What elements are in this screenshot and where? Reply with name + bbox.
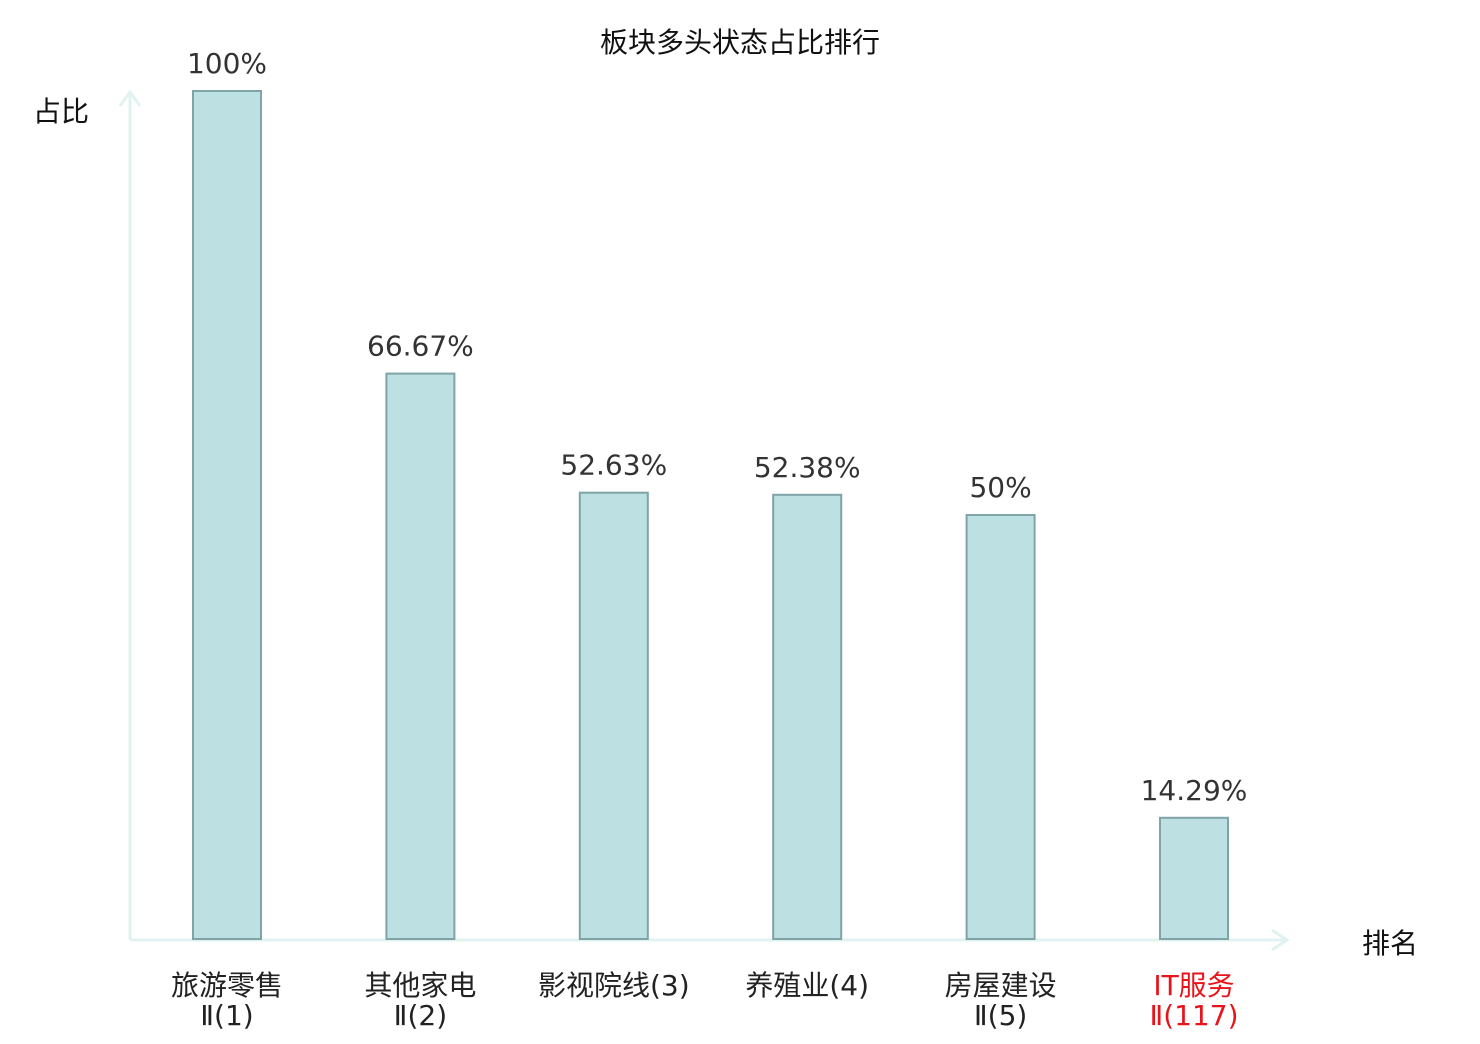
- chart-title: 板块多头状态占比排行: [600, 26, 880, 59]
- category-rank-label: Ⅱ(2): [394, 999, 447, 1032]
- y-axis-arrow-icon: [118, 89, 142, 107]
- category-label: 其他家电: [364, 969, 476, 1002]
- bar: [385, 372, 456, 941]
- category-label: 养殖业(4): [745, 969, 869, 1002]
- category-rank-label: Ⅱ(5): [974, 999, 1027, 1032]
- bar-value-label: 52.38%: [754, 451, 861, 484]
- category-rank-label: Ⅱ(117): [1149, 999, 1238, 1032]
- bar-value-label: 14.29%: [1141, 774, 1248, 807]
- category-label: IT服务: [1153, 969, 1234, 1002]
- x-axis-label: 排名: [1362, 927, 1418, 960]
- bar-value-label: 50%: [969, 471, 1031, 504]
- bars-group: [192, 90, 1229, 941]
- category-label: 旅游零售: [171, 969, 283, 1002]
- category-label: 影视院线(3): [538, 969, 690, 1002]
- y-axis-label: 占比: [33, 95, 89, 128]
- axes: [118, 89, 1290, 952]
- bar-value-label: 66.67%: [367, 330, 474, 363]
- bar: [578, 491, 649, 940]
- category-label: 房屋建设: [945, 969, 1057, 1002]
- bar: [965, 514, 1036, 940]
- bar: [1159, 816, 1229, 940]
- category-rank-label: Ⅱ(1): [200, 999, 253, 1032]
- bar-value-label: 52.63%: [560, 449, 667, 482]
- bar: [772, 493, 843, 940]
- bar-value-label: 100%: [187, 47, 267, 80]
- x-axis-arrow-icon: [1271, 928, 1290, 952]
- bar: [192, 90, 262, 940]
- value-labels-group: 100% 66.67% 52.63% 52.38% 50% 14.29%: [187, 47, 1247, 807]
